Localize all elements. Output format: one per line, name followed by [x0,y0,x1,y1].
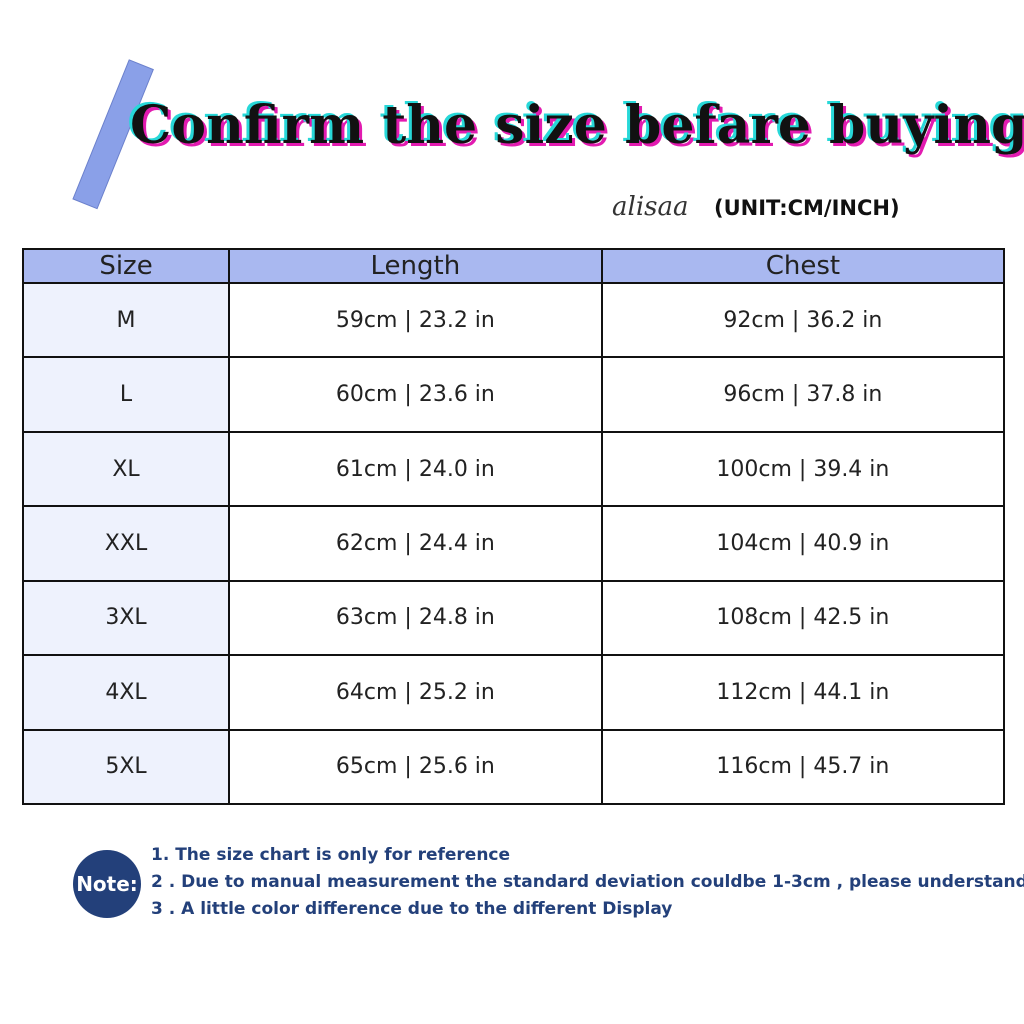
ruler-icon [72,59,154,210]
cell: 112cm | 44.1 in [600,654,1006,731]
row: 5XL 65cm | 25.6 in 116cm | 45.7 in [22,728,1006,806]
cell: 4XL [22,654,230,731]
cell: XXL [22,505,230,582]
size-table: Size Length Chest M 59cm | 23.2 in 92cm | 36.… [22,248,1006,806]
row: L 60cm | 23.6 in 96cm | 37.8 in [22,356,1006,433]
brand: alisaa [612,192,689,222]
note-item: 2 . Due to manual measurement the standa… [151,872,1024,892]
cell: 64cm | 25.2 in [228,654,603,731]
note-item: 1. The size chart is only for reference [151,845,511,865]
cell: 65cm | 25.6 in [228,728,603,806]
cell: 59cm | 23.2 in [228,281,603,359]
unit: (UNIT:CM/INCH) [714,196,900,220]
cell: 92cm | 36.2 in [600,281,1006,359]
cell: 116cm | 45.7 in [600,728,1006,806]
note-item: 3 . A little color difference due to the… [151,899,673,919]
row: 4XL 64cm | 25.2 in 112cm | 44.1 in [22,654,1006,731]
cell: 5XL [22,728,230,806]
header-cell: Size [22,248,230,284]
row: XL 61cm | 24.0 in 100cm | 39.4 in [22,430,1006,508]
title: Confirm the size befare buying [130,95,1024,156]
cell: XL [22,430,230,508]
row: 3XL 63cm | 24.8 in 108cm | 42.5 in [22,579,1006,657]
cell: L [22,356,230,433]
cell: 104cm | 40.9 in [600,505,1006,582]
row: M 59cm | 23.2 in 92cm | 36.2 in [22,281,1006,359]
cell: 108cm | 42.5 in [600,579,1006,657]
header-cell: Chest [600,248,1006,284]
cell: 100cm | 39.4 in [600,430,1006,508]
cell: 3XL [22,579,230,657]
note-badge: Note: [73,850,141,918]
cell: 61cm | 24.0 in [228,430,603,508]
cell: 96cm | 37.8 in [600,356,1006,433]
header-cell: Length [228,248,603,284]
cell: M [22,281,230,359]
row: XXL 62cm | 24.4 in 104cm | 40.9 in [22,505,1006,582]
cell: 62cm | 24.4 in [228,505,603,582]
cell: 63cm | 24.8 in [228,579,603,657]
cell: 60cm | 23.6 in [228,356,603,433]
